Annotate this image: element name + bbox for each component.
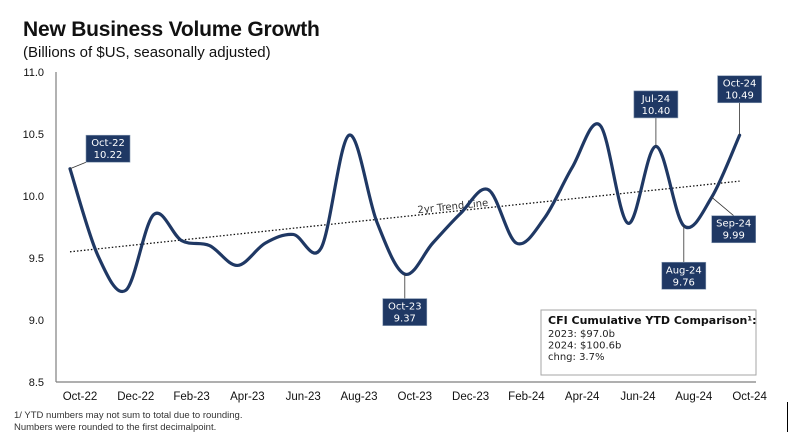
x-tick-label: Oct-24	[732, 391, 767, 403]
ytd-line: 2024: $100.6b	[548, 341, 621, 352]
ytd-line: 2023: $97.0b	[548, 329, 615, 340]
y-tick-label: 8.5	[29, 377, 44, 389]
callout-box	[717, 75, 762, 104]
callout-box	[85, 134, 131, 163]
data-label-callout: Aug-249.76	[661, 225, 707, 290]
callout-value: 10.49	[725, 91, 754, 102]
callout-value: 10.40	[642, 106, 671, 117]
callout-leader	[69, 161, 87, 170]
x-tick-label: Dec-22	[117, 391, 154, 403]
text-cursor	[787, 402, 788, 432]
footnote-1: 1/ YTD numbers may not sum to total due …	[14, 410, 243, 421]
trend-line-label: 2yr Trend Line	[417, 198, 489, 216]
ytd-comparison-box	[540, 309, 757, 376]
data-label-callout: Sep-249.99	[711, 196, 757, 244]
callout-month: Sep-24	[716, 219, 751, 230]
y-tick-label: 10.0	[23, 191, 44, 203]
callout-month: Oct-23	[388, 302, 422, 313]
callout-month: Aug-24	[666, 265, 702, 276]
ytd-heading: CFI Cumulative YTD Comparison¹:	[548, 314, 757, 327]
x-tick-label: Dec-23	[452, 391, 489, 403]
footnote-2: Numbers were rounded to the first decima…	[14, 422, 217, 433]
callout-box	[661, 261, 707, 290]
x-tick-label: Jun-24	[620, 391, 656, 403]
x-tick-label: Apr-23	[230, 391, 265, 403]
chart-subtitle: (Billions of $US, seasonally adjusted)	[23, 44, 271, 61]
x-tick-label: Aug-23	[340, 391, 377, 403]
callout-value: 9.76	[673, 277, 695, 288]
x-tick-label: Feb-24	[508, 391, 545, 403]
ytd-line: chng: 3.7%	[548, 352, 604, 363]
x-tick-label: Feb-23	[173, 391, 209, 403]
x-tick-label: Jun-23	[286, 391, 321, 403]
y-tick-label: 9.5	[29, 253, 44, 265]
x-tick-label: Oct-23	[398, 391, 433, 403]
y-tick-label: 10.5	[23, 129, 44, 141]
series-line	[68, 122, 742, 294]
y-tick-label: 11.0	[23, 67, 44, 79]
callout-value: 9.99	[723, 231, 745, 242]
x-tick-label: Aug-24	[675, 391, 713, 403]
callout-month: Jul-24	[641, 94, 670, 105]
callout-month: Oct-22	[91, 138, 125, 149]
callout-leader	[711, 196, 734, 217]
callout-box	[382, 298, 428, 326]
callout-value: 9.37	[394, 314, 416, 325]
x-tick-label: Apr-24	[565, 391, 600, 403]
chart-title: New Business Volume Growth	[23, 18, 320, 41]
x-tick-label: Oct-22	[63, 391, 98, 403]
callout-box	[633, 90, 679, 119]
y-tick-label: 9.0	[29, 315, 44, 327]
callout-box	[711, 215, 757, 244]
callout-month: Oct-24	[723, 79, 757, 90]
data-label-callout: Oct-239.37	[382, 274, 428, 326]
callout-value: 10.22	[94, 150, 123, 161]
